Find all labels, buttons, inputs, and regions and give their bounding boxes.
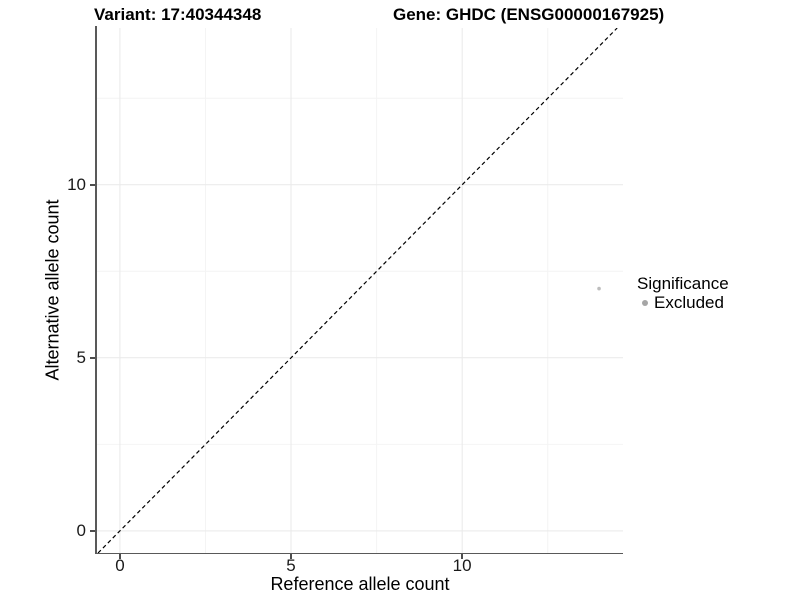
identity-dashed-line	[97, 28, 618, 553]
x-tick-mark	[290, 554, 293, 559]
legend-title: Significance	[637, 274, 729, 293]
y-tick-mark	[90, 183, 95, 186]
legend: Significance Excluded	[637, 274, 729, 312]
y-axis-title: Alternative allele count	[42, 199, 63, 381]
variant-title: Variant: 17:40344348	[94, 5, 262, 24]
x-axis-title: Reference allele count	[270, 574, 450, 594]
x-axis-line	[95, 552, 623, 554]
x-tick-mark	[461, 554, 464, 559]
y-tick-label: 10	[67, 174, 86, 194]
x-tick-label: 5	[286, 556, 296, 575]
y-axis-line	[95, 26, 97, 554]
y-tick-mark	[90, 356, 95, 359]
legend-item-excluded: Excluded	[637, 293, 729, 312]
data-point	[597, 286, 601, 291]
gene-title: Gene: GHDC (ENSG00000167925)	[393, 5, 665, 24]
x-tick-label: 10	[452, 556, 472, 575]
y-tick-mark	[90, 529, 95, 532]
y-tick-label: 5	[76, 347, 86, 367]
legend-key-dot-icon	[642, 299, 648, 306]
x-tick-label: 0	[115, 556, 125, 575]
x-tick-mark	[118, 554, 121, 559]
chart-canvas	[97, 28, 623, 553]
legend-item-label: Excluded	[654, 293, 724, 312]
y-tick-label: 0	[76, 520, 86, 540]
plot-panel	[97, 28, 623, 553]
